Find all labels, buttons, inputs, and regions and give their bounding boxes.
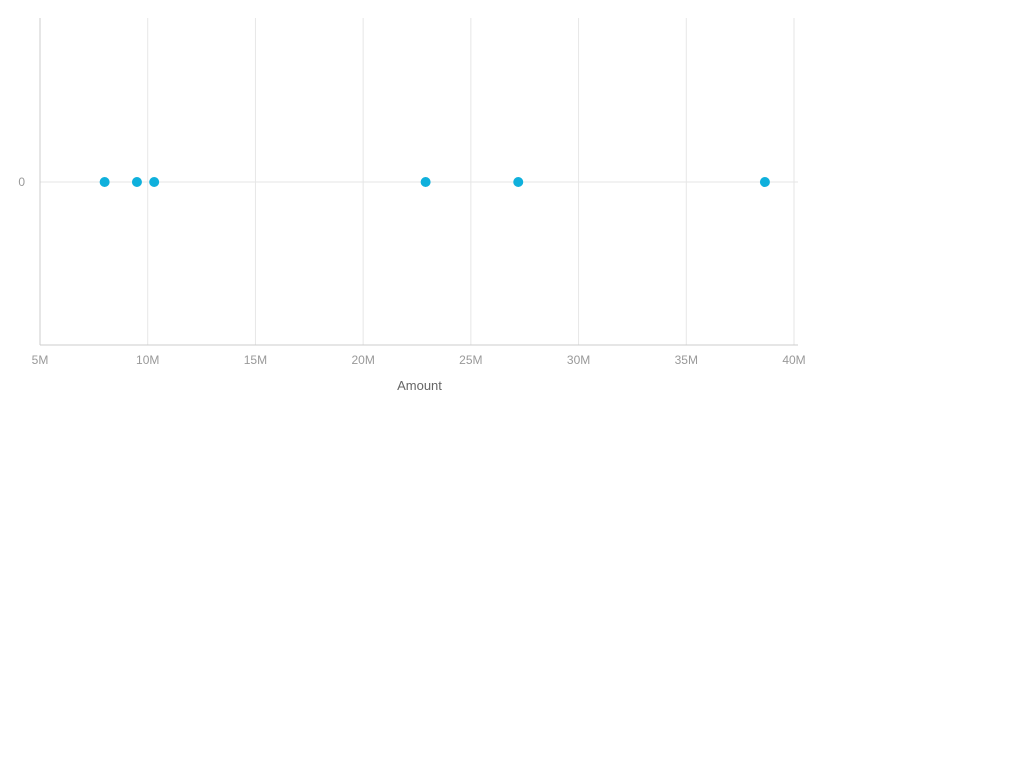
x-tick-label: 35M: [675, 353, 698, 367]
y-tick-labels: 0: [18, 175, 25, 189]
axes: [39, 18, 798, 346]
x-tick-labels: 5M 10M 15M 20M 25M 30M 35M 40M: [32, 353, 806, 367]
scatter-point[interactable]: [99, 177, 110, 187]
data-points: [99, 177, 770, 187]
x-axis-title: Amount: [397, 378, 442, 393]
scatter-point[interactable]: [759, 177, 770, 187]
x-tick-label: 40M: [782, 353, 805, 367]
y-tick-label: 0: [18, 175, 25, 189]
scatter-point[interactable]: [131, 177, 142, 187]
grid-lines: [40, 18, 798, 345]
scatter-point[interactable]: [420, 177, 431, 187]
x-tick-label: 10M: [136, 353, 159, 367]
x-tick-label: 15M: [244, 353, 267, 367]
scatter-point[interactable]: [149, 177, 160, 187]
x-tick-label: 30M: [567, 353, 590, 367]
x-tick-label: 5M: [32, 353, 49, 367]
scatter-point[interactable]: [513, 177, 524, 187]
x-tick-label: 20M: [351, 353, 374, 367]
x-tick-label: 25M: [459, 353, 482, 367]
